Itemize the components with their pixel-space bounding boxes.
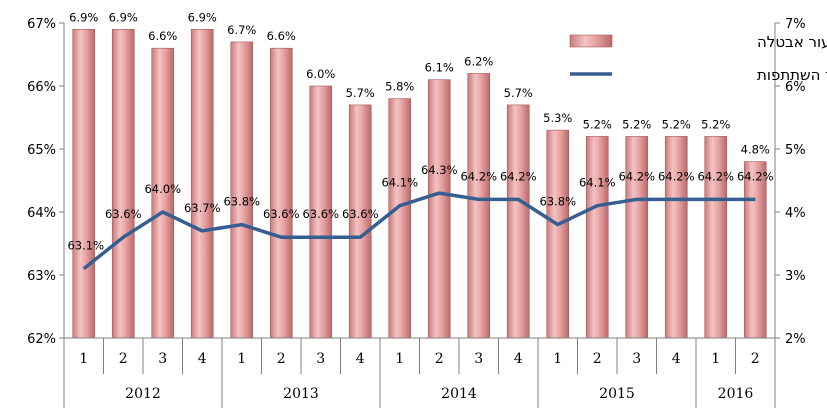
line-data-label: 64.0% [144, 182, 181, 196]
legend: שיעור אבטלה שיעור השתתפות [569, 33, 827, 84]
y-left-tick-label: 63% [27, 269, 56, 284]
legend-label-participation: שיעור השתתפות [757, 66, 827, 84]
bar-unemployment [111, 28, 135, 339]
quarter-tick-label: 1 [395, 351, 404, 367]
bar-data-label: 5.7% [346, 86, 375, 100]
bar-unemployment [704, 136, 728, 339]
bar-data-label: 5.2% [622, 117, 651, 131]
line-data-label: 64.2% [460, 169, 497, 183]
line-data-label: 63.8% [223, 195, 260, 209]
quarter-tick-label: 1 [711, 351, 720, 367]
line-data-label: 64.2% [500, 169, 537, 183]
bar-data-label: 5.2% [701, 117, 730, 131]
line-data-label: 63.6% [105, 207, 142, 221]
year-group-label: 2012 [125, 386, 161, 402]
bar-unemployment [506, 104, 530, 339]
line-data-label: 64.2% [737, 169, 774, 183]
quarter-tick-label: 4 [356, 351, 365, 367]
y-right-tick-label: 3% [785, 269, 806, 284]
quarter-tick-label: 2 [593, 351, 602, 367]
quarter-tick-label: 2 [751, 351, 760, 367]
y-right-tick-label: 5% [785, 143, 806, 158]
year-group-label: 2016 [718, 386, 754, 402]
line-data-label: 63.7% [184, 201, 221, 215]
bar-data-label: 5.2% [583, 117, 612, 131]
line-data-label: 63.8% [539, 195, 576, 209]
legend-swatch-unemployment [569, 34, 613, 48]
line-data-label: 64.2% [658, 169, 695, 183]
line-data-label: 63.1% [67, 239, 104, 253]
quarter-tick-label: 2 [435, 351, 444, 367]
bar-unemployment [269, 47, 293, 339]
bar-data-label: 5.2% [662, 117, 691, 131]
line-data-label: 64.2% [697, 169, 734, 183]
bar-unemployment [427, 79, 451, 339]
bar-unemployment [625, 136, 649, 339]
quarter-tick-label: 1 [553, 351, 562, 367]
line-data-label: 64.1% [579, 176, 616, 190]
bar-unemployment [467, 73, 491, 339]
y-right-tick-label: 4% [785, 206, 806, 221]
y-right-tick-label: 7% [785, 17, 806, 32]
bar-unemployment [230, 41, 254, 339]
quarter-tick-label: 4 [198, 351, 207, 367]
year-group-label: 2014 [441, 386, 477, 402]
quarter-tick-label: 4 [514, 351, 523, 367]
year-group-label: 2015 [599, 386, 635, 402]
quarter-tick-label: 3 [474, 351, 483, 367]
bar-data-label: 5.3% [543, 111, 572, 125]
quarter-tick-label: 3 [316, 351, 325, 367]
year-group-label: 2013 [283, 386, 319, 402]
bar-unemployment [743, 161, 767, 339]
bar-data-label: 6.6% [267, 29, 296, 43]
quarter-tick-label: 2 [119, 351, 128, 367]
bar-unemployment [190, 28, 214, 339]
quarter-tick-label: 4 [672, 351, 681, 367]
bar-data-label: 6.9% [109, 10, 138, 24]
y-left-tick-label: 66% [27, 80, 56, 95]
bar-data-label: 6.0% [306, 67, 335, 81]
quarter-tick-label: 1 [79, 351, 88, 367]
y-left-tick-label: 65% [27, 143, 56, 158]
y-left-tick-label: 62% [27, 332, 56, 347]
line-data-label: 64.2% [618, 169, 655, 183]
bar-data-label: 6.9% [188, 10, 217, 24]
bar-unemployment [664, 136, 688, 339]
bar-data-label: 6.7% [227, 23, 256, 37]
quarter-tick-label: 2 [277, 351, 286, 367]
line-data-label: 63.6% [302, 207, 339, 221]
bar-data-label: 6.2% [464, 54, 493, 68]
bar-data-label: 5.7% [504, 86, 533, 100]
bar-data-label: 4.8% [741, 143, 770, 157]
quarter-tick-label: 3 [158, 351, 167, 367]
bar-data-label: 6.6% [148, 29, 177, 43]
line-data-label: 64.3% [421, 163, 458, 177]
bar-data-label: 6.9% [69, 10, 98, 24]
line-data-label: 63.6% [263, 207, 300, 221]
y-left-tick-label: 64% [27, 206, 56, 221]
y-right-tick-label: 6% [785, 80, 806, 95]
bar-unemployment [348, 104, 372, 339]
y-left-tick-label: 67% [27, 17, 56, 32]
quarter-tick-label: 3 [632, 351, 641, 367]
legend-label-unemployment: שיעור אבטלה [757, 33, 827, 51]
line-data-label: 64.1% [381, 176, 418, 190]
bar-data-label: 5.8% [385, 80, 414, 94]
y-right-tick-label: 2% [785, 332, 806, 347]
bar-data-label: 6.1% [425, 61, 454, 75]
line-participation [82, 191, 756, 271]
bar-unemployment [585, 136, 609, 339]
line-data-label: 63.6% [342, 207, 379, 221]
quarter-tick-label: 1 [237, 351, 246, 367]
bar-unemployment [72, 28, 96, 339]
bar-unemployment [546, 129, 570, 339]
bar-unemployment [388, 98, 412, 339]
